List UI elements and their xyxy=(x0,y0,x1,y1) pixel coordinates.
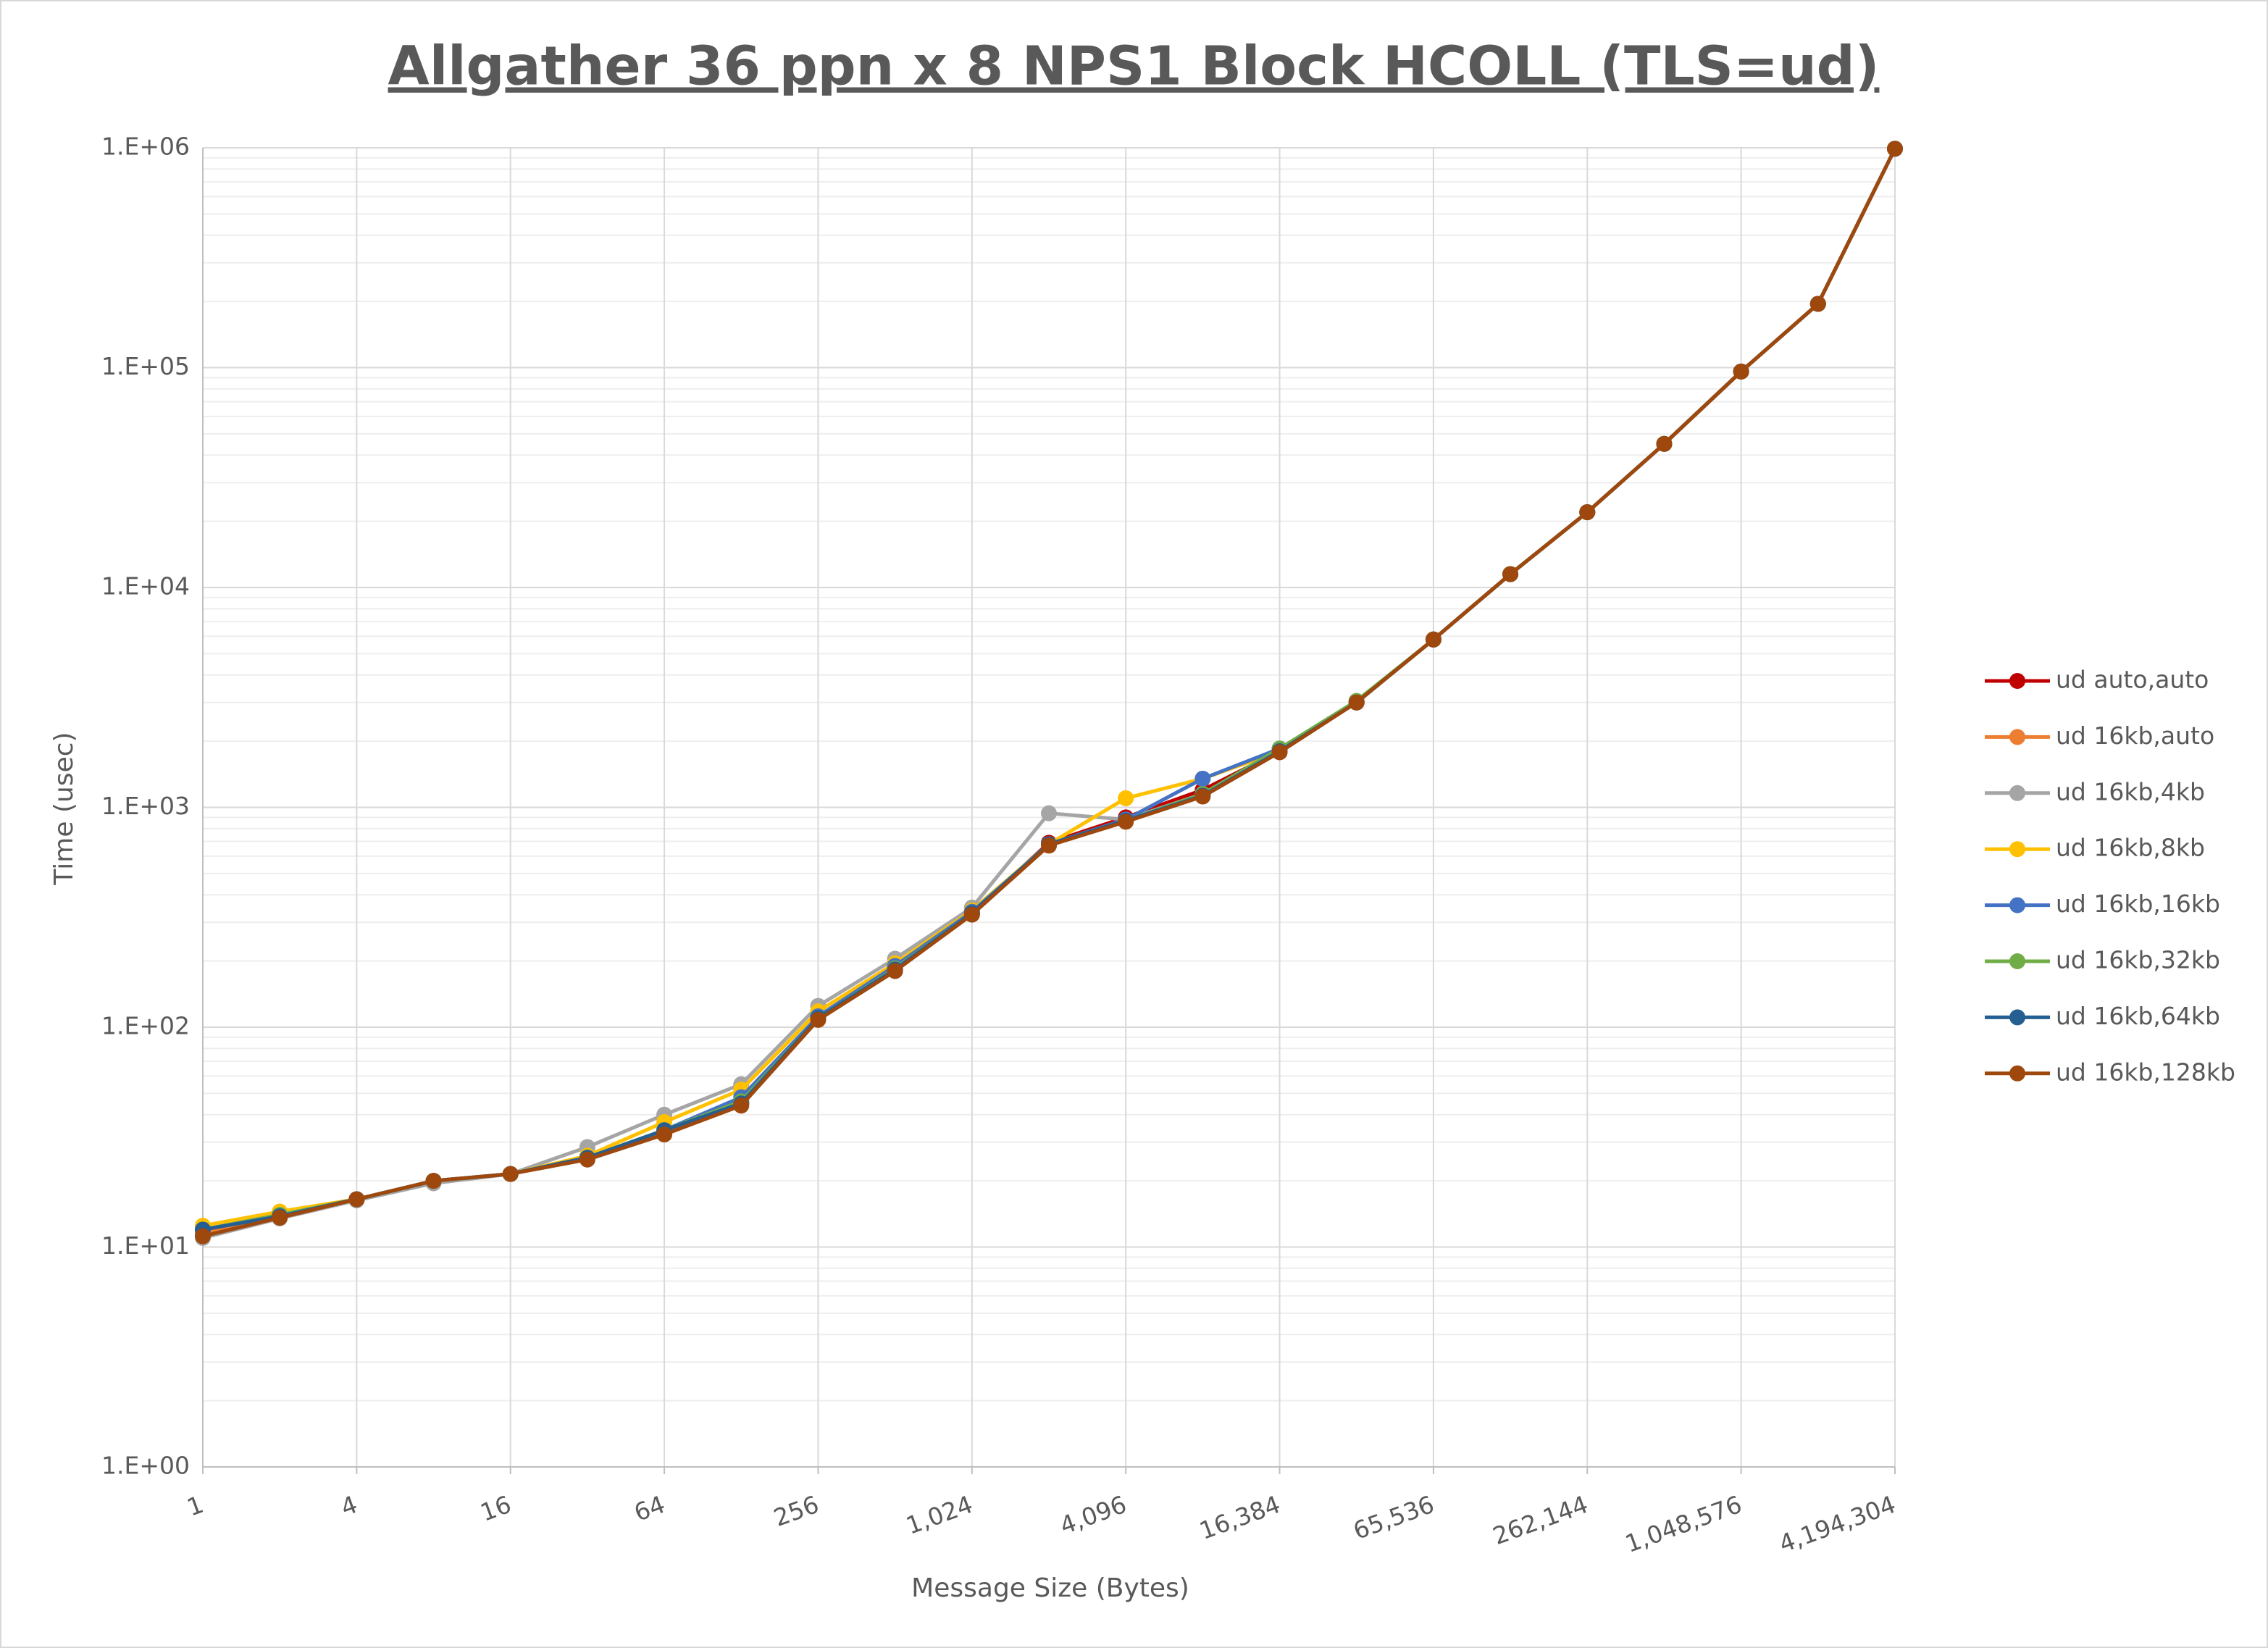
legend-label: ud 16kb,4kb xyxy=(2056,777,2205,806)
y-tick-label: 1.E+03 xyxy=(101,792,190,820)
data-point xyxy=(1118,790,1134,806)
data-point xyxy=(195,1228,211,1245)
legend-label: ud 16kb,64kb xyxy=(2056,1002,2220,1030)
data-point xyxy=(1733,363,1749,380)
data-point xyxy=(887,963,903,979)
legend-marker xyxy=(2009,785,2025,801)
y-tick-label: 1.E+00 xyxy=(101,1452,190,1480)
data-point xyxy=(733,1097,750,1114)
legend-label: ud 16kb,8kb xyxy=(2056,834,2205,862)
data-point xyxy=(1348,694,1365,711)
y-tick-label: 1.E+06 xyxy=(101,133,190,161)
data-point xyxy=(1502,566,1519,582)
legend-label: ud 16kb,16kb xyxy=(2056,890,2220,918)
y-tick-label: 1.E+05 xyxy=(101,352,190,380)
data-point xyxy=(1194,788,1211,805)
legend-label: ud 16kb,128kb xyxy=(2056,1058,2235,1086)
data-point xyxy=(810,1011,827,1028)
legend-marker xyxy=(2009,729,2025,745)
x-axis-title: Message Size (Bytes) xyxy=(911,1573,1189,1603)
data-point xyxy=(579,1151,595,1168)
data-point xyxy=(1656,435,1673,452)
legend-marker xyxy=(2009,897,2025,913)
legend-marker xyxy=(2009,1065,2025,1082)
data-point xyxy=(1809,296,1826,312)
data-point xyxy=(425,1173,442,1189)
y-tick-label: 1.E+02 xyxy=(101,1012,190,1040)
chart-title: Allgather 36 ppn x 8 NPS1 Block HCOLL (T… xyxy=(388,35,1880,98)
legend-marker xyxy=(2009,1009,2025,1026)
data-point xyxy=(272,1209,288,1226)
data-point xyxy=(1194,770,1211,787)
data-point xyxy=(1271,744,1288,761)
legend-marker xyxy=(2009,841,2025,858)
data-point xyxy=(1041,805,1057,821)
data-point xyxy=(963,906,980,923)
data-point xyxy=(1118,813,1134,830)
data-point xyxy=(1579,504,1596,521)
legend-label: ud 16kb,auto xyxy=(2056,721,2214,750)
y-axis-title: Time (usec) xyxy=(49,732,79,885)
data-point xyxy=(502,1166,519,1182)
data-point xyxy=(348,1191,365,1208)
data-point xyxy=(1887,141,1903,157)
data-point xyxy=(1041,837,1057,854)
legend-label: ud 16kb,32kb xyxy=(2056,946,2220,974)
legend-marker xyxy=(2009,673,2025,689)
legend-label: ud auto,auto xyxy=(2056,666,2209,694)
y-tick-label: 1.E+01 xyxy=(101,1231,190,1260)
data-point xyxy=(656,1126,673,1143)
data-point xyxy=(1425,631,1441,648)
y-tick-label: 1.E+04 xyxy=(101,572,190,601)
legend-marker xyxy=(2009,953,2025,969)
